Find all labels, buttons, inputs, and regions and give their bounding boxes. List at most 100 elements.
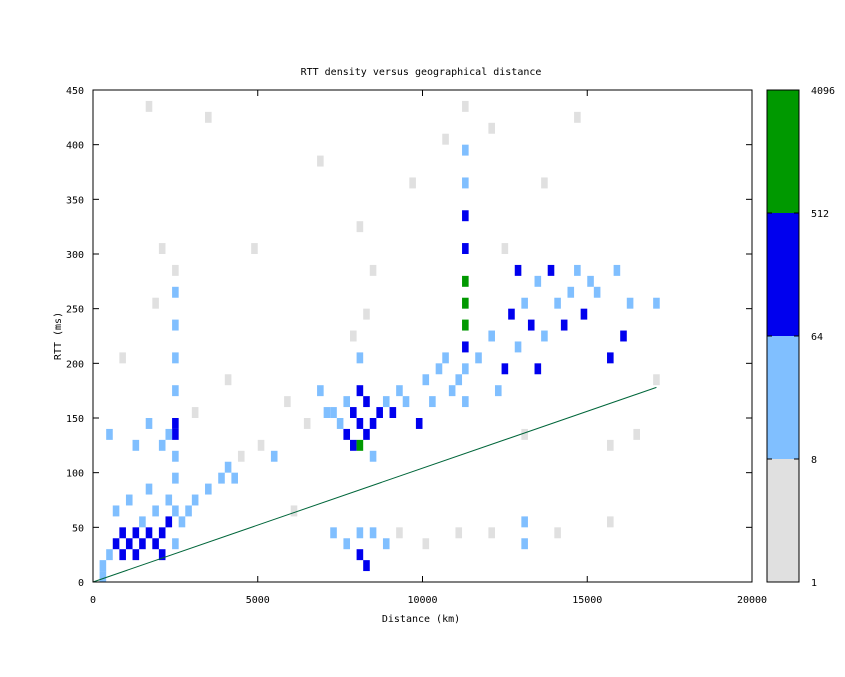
density-cell <box>152 297 159 309</box>
density-cell <box>191 494 199 506</box>
x-axis-label: Distance (km) <box>382 614 460 625</box>
density-cell <box>521 297 528 309</box>
density-cell <box>336 418 344 429</box>
density-cell <box>402 396 410 408</box>
density-cell <box>356 527 364 539</box>
density-cell <box>165 428 173 440</box>
y-tick-label: 350 <box>66 195 84 206</box>
density-cell <box>356 418 364 429</box>
y-tick-label: 50 <box>72 523 84 534</box>
density-cell <box>172 472 179 484</box>
density-cell <box>508 308 515 320</box>
density-cell <box>541 177 548 189</box>
x-tick-label: 10000 <box>407 595 437 606</box>
density-cell <box>356 221 364 233</box>
density-cell <box>112 505 120 517</box>
density-cell <box>172 450 179 462</box>
y-tick-label: 300 <box>66 250 84 261</box>
density-cell <box>514 264 522 276</box>
density-cell <box>422 538 430 550</box>
density-cell <box>172 418 179 429</box>
density-cell <box>290 505 298 517</box>
density-cell <box>587 275 594 287</box>
colorbar-band <box>767 336 799 459</box>
density-cell <box>448 385 456 397</box>
density-cell <box>369 418 377 429</box>
density-cell <box>191 407 199 418</box>
y-axis-label: RTT (ms) <box>53 312 64 360</box>
density-cell <box>330 527 337 539</box>
density-cell <box>396 527 403 539</box>
density-cell <box>462 275 469 287</box>
density-cell <box>607 352 614 364</box>
density-cell <box>185 505 192 517</box>
y-tick-label: 100 <box>66 469 84 480</box>
colorbar-tick-label: 4096 <box>811 86 835 97</box>
colorbar-tick-label: 512 <box>811 209 829 220</box>
density-cell <box>303 418 311 429</box>
density-cell <box>462 210 469 222</box>
y-tick-label: 150 <box>66 414 84 425</box>
colorbar-tick-label: 8 <box>811 455 817 466</box>
density-cell <box>389 407 397 418</box>
density-cell <box>125 494 133 506</box>
density-cell <box>415 418 423 429</box>
density-cell <box>343 396 351 408</box>
density-cell <box>475 352 482 364</box>
density-cell <box>369 264 377 276</box>
density-cell <box>455 374 463 386</box>
density-cell <box>158 439 166 451</box>
density-cell <box>343 428 351 440</box>
density-cell <box>106 549 113 561</box>
density-cell <box>376 407 383 418</box>
y-tick-label: 200 <box>66 359 84 370</box>
density-cell <box>356 439 364 451</box>
density-cell <box>363 396 370 408</box>
density-cell <box>251 243 258 254</box>
density-cell <box>527 319 535 331</box>
density-cell <box>119 352 126 364</box>
x-tick-label: 20000 <box>737 595 767 606</box>
density-cell <box>218 472 225 484</box>
density-cell <box>396 385 403 397</box>
colorbar-tick-label: 1 <box>811 578 817 589</box>
density-cell <box>653 374 660 386</box>
density-cell <box>429 396 436 408</box>
density-cell <box>172 264 179 276</box>
density-cell <box>145 418 153 429</box>
density-cell <box>442 133 449 145</box>
density-cell <box>435 363 443 375</box>
density-cell <box>132 549 140 561</box>
density-cell <box>106 428 113 440</box>
density-cell <box>172 352 179 364</box>
density-cell <box>541 330 548 342</box>
density-cell <box>139 516 146 528</box>
reference-line <box>92 386 657 583</box>
density-cell <box>554 297 561 309</box>
density-cell <box>343 538 351 550</box>
density-cell <box>534 275 542 287</box>
density-cell <box>369 527 377 539</box>
density-cell <box>172 286 179 298</box>
density-cell <box>139 538 146 550</box>
density-cell <box>152 505 159 517</box>
density-cell <box>356 385 364 397</box>
density-cell <box>284 396 291 408</box>
colorbar-band <box>767 90 799 213</box>
density-cell <box>633 428 640 440</box>
density-cell <box>567 286 575 298</box>
colorbar-band <box>767 459 799 582</box>
x-tick-label: 5000 <box>246 595 270 606</box>
density-cell <box>356 549 364 561</box>
density-cell <box>172 538 179 550</box>
density-cell <box>593 286 601 298</box>
density-cell <box>462 243 469 254</box>
density-cell <box>574 264 581 276</box>
density-cell <box>547 264 555 276</box>
density-cell <box>224 374 232 386</box>
density-cell <box>231 472 238 484</box>
density-cell <box>363 428 370 440</box>
density-cell <box>382 538 390 550</box>
